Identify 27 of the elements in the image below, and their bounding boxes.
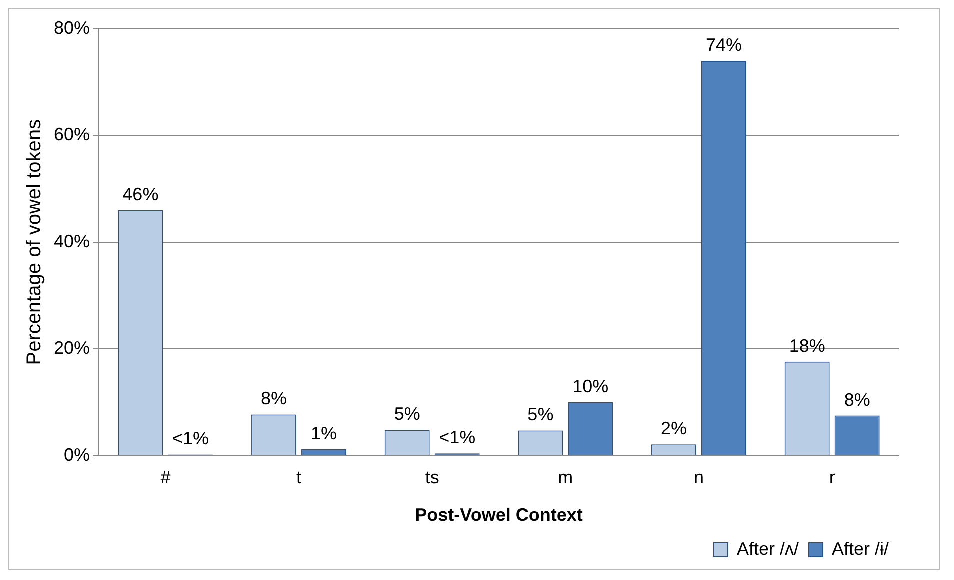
legend-label: After /ɨ/	[832, 538, 889, 559]
x-tick-label: ts	[425, 468, 440, 488]
data-label: <1%	[439, 428, 476, 448]
legend-label: After /ʌ/	[736, 538, 799, 559]
y-tick-label: 80%	[54, 18, 90, 38]
x-tick-label: #	[160, 468, 171, 488]
x-tick-label: n	[694, 468, 704, 488]
data-label: 2%	[661, 418, 688, 439]
x-tick-label: r	[829, 468, 836, 488]
x-axis-title: Post-Vowel Context	[415, 505, 583, 526]
data-label: <1%	[172, 428, 209, 449]
data-label: 5%	[394, 404, 420, 424]
y-tick-label: 20%	[54, 338, 90, 358]
y-tick-label: 60%	[54, 124, 90, 145]
x-tick-label: m	[558, 468, 574, 488]
data-label: 74%	[706, 34, 742, 55]
y-tick-label: 0%	[64, 444, 90, 465]
y-axis-title: Percentage of vowel tokens	[24, 120, 46, 366]
data-label: 10%	[572, 376, 609, 396]
data-label: 1%	[311, 423, 338, 444]
data-label: 5%	[528, 404, 554, 425]
x-tick-label: t	[296, 468, 302, 488]
data-label: 18%	[789, 336, 826, 356]
y-tick-label: 40%	[54, 231, 90, 252]
data-label: 8%	[261, 388, 288, 409]
data-label: 46%	[122, 184, 159, 204]
data-label: 8%	[844, 390, 870, 410]
